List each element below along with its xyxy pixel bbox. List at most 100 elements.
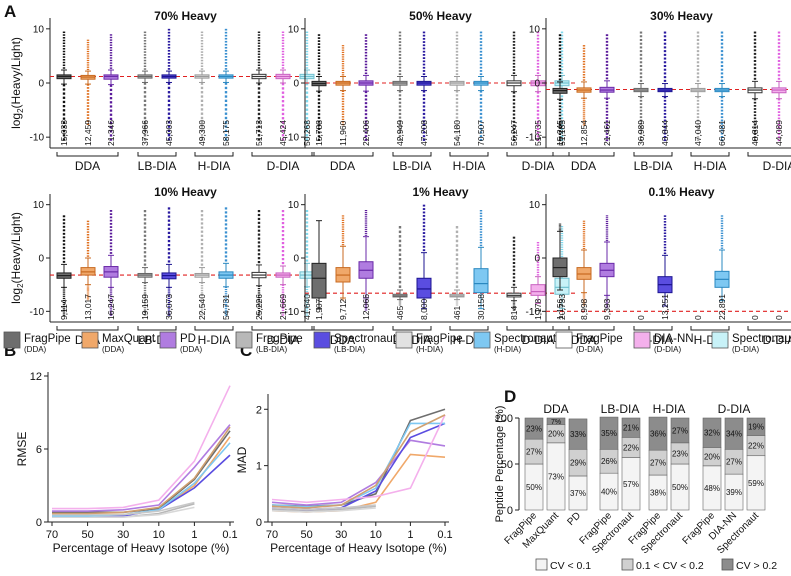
peptide-count: 12,459 [83, 120, 93, 146]
peptide-count: 8,000 [419, 298, 429, 320]
y-tick-label: 0 [38, 79, 44, 90]
y-tick-label: 100 [495, 413, 513, 425]
segment-label: 27% [726, 458, 742, 467]
peptide-count: 12,854 [579, 120, 589, 146]
segment-label: 38% [650, 489, 666, 498]
legend-name: FragPipe [256, 333, 303, 345]
boxplot-panel: 70% Heavy 10 0 -10 15,033 12,459 21,346 37,966 4… [9, 9, 321, 173]
segment-label: 26% [601, 457, 617, 466]
y-tick-label: 12 [30, 371, 42, 383]
x-tick-label: 30 [335, 529, 347, 541]
box [311, 262, 327, 299]
legend-swatch [3, 331, 21, 349]
peptide-count: 814 [509, 306, 519, 320]
peptide-count: 50,268 [302, 120, 312, 146]
group-label: D-DIA [763, 333, 791, 347]
x-tick-label: 1 [191, 529, 197, 541]
legend-item: Spectronaut(D-DIA) [711, 331, 791, 354]
peptide-count: 0 [774, 315, 784, 320]
legend-swatch [633, 331, 651, 349]
peptide-count: 45,003 [164, 120, 174, 146]
group-label: H-DIA [694, 159, 727, 173]
peptide-count: 47,040 [693, 120, 703, 146]
segment-label: 39% [726, 488, 742, 497]
legend-name: FragPipe [24, 333, 71, 345]
series-line [271, 453, 446, 513]
panel-title: 1% Heavy [412, 185, 468, 199]
x-tick-label: 70 [46, 529, 58, 541]
peptide-count: 461 [452, 306, 462, 320]
group-label: DDA [75, 159, 100, 173]
legend-name: Spectronaut [732, 333, 791, 345]
y-tick-label: 0 [507, 505, 513, 517]
peptide-count: 15,245 [555, 120, 565, 146]
legend-swatch [159, 331, 177, 349]
y-axis-title: Peptide Percentage (%) [494, 406, 506, 523]
peptide-count: 1,156 [555, 298, 565, 320]
peptide-count: 19,159 [140, 294, 150, 320]
group-bracket [311, 152, 374, 157]
y-axis-label-subscript: 2 [16, 108, 25, 113]
box [416, 277, 432, 299]
segment-label: 20% [704, 453, 720, 462]
legend-swatch [81, 331, 99, 349]
segment-label: 37% [570, 489, 586, 498]
legend-item: DIA-NN(D-DIA) [633, 331, 694, 354]
y-tick-label: 10 [288, 24, 300, 35]
peptide-count: 21,461 [602, 120, 612, 146]
y-tick-label: -10 [30, 307, 45, 318]
series-line [271, 505, 376, 512]
segment-label: 34% [726, 430, 742, 439]
peptide-count: 12,066 [361, 294, 371, 320]
group-bracket [690, 152, 730, 157]
stacked-bar-segment [524, 417, 544, 440]
y-tick-label: 1 [256, 461, 262, 473]
peptide-count: 15,788 [314, 120, 324, 146]
bar-category-label: PD [566, 510, 584, 528]
group-bracket [56, 152, 119, 157]
group-bracket [392, 326, 432, 331]
peptide-count: 36,989 [636, 120, 646, 146]
group-bracket [633, 326, 673, 331]
group-label: D-DIA [763, 159, 791, 173]
group-bracket [552, 326, 615, 331]
box [530, 284, 546, 296]
legend-item: MaxQuant(DDA) [81, 331, 156, 354]
cv-legend-label: 0.1 < CV < 0.2 [636, 560, 704, 572]
group-bracket [506, 152, 570, 157]
peptide-count: 51,713 [254, 120, 264, 146]
legend-swatch [711, 331, 729, 349]
legend-subtitle: (LB-DIA) [334, 345, 365, 354]
group-label: LB-DIA [601, 402, 640, 416]
legend-subtitle: (H-DIA) [494, 345, 521, 354]
boxplot-panel: 10% Heavy 10 0 -10 9,114 13,017 16,247 19,159 36… [9, 185, 321, 347]
series-line [271, 439, 446, 506]
peptide-count: 16,247 [106, 294, 116, 320]
segment-label: 22% [748, 442, 764, 451]
series-line [271, 422, 445, 508]
peptide-count: 465 [395, 306, 405, 320]
cv-legend-swatch [621, 558, 634, 571]
x-tick-label: 70 [266, 529, 278, 541]
segment-label: 27% [672, 426, 688, 435]
group-bracket [392, 152, 432, 157]
x-tick-label: 50 [81, 529, 93, 541]
group-label: H-DIA [653, 402, 686, 416]
y-axis-label-rest: (Heavy/Light) [9, 37, 23, 108]
group-bracket [251, 152, 315, 157]
group-label: LB-DIA [138, 159, 177, 173]
legend-name: FragPipe [576, 333, 623, 345]
peptide-count: 0 [693, 315, 703, 320]
y-axis-title: RMSE [15, 432, 29, 467]
peptide-count: 0 [750, 315, 760, 320]
y-tick-label: 50 [501, 459, 513, 471]
group-bracket [137, 152, 177, 157]
group-label: H-DIA [198, 159, 231, 173]
legend-name: Spectronaut [334, 333, 397, 345]
x-tick-label: 30 [117, 529, 129, 541]
group-label: D-DIA [522, 159, 555, 173]
legend-subtitle: (D-DIA) [654, 345, 681, 354]
legend-subtitle: (D-DIA) [732, 345, 759, 354]
y-axis-label-subscript: 2 [16, 283, 25, 288]
